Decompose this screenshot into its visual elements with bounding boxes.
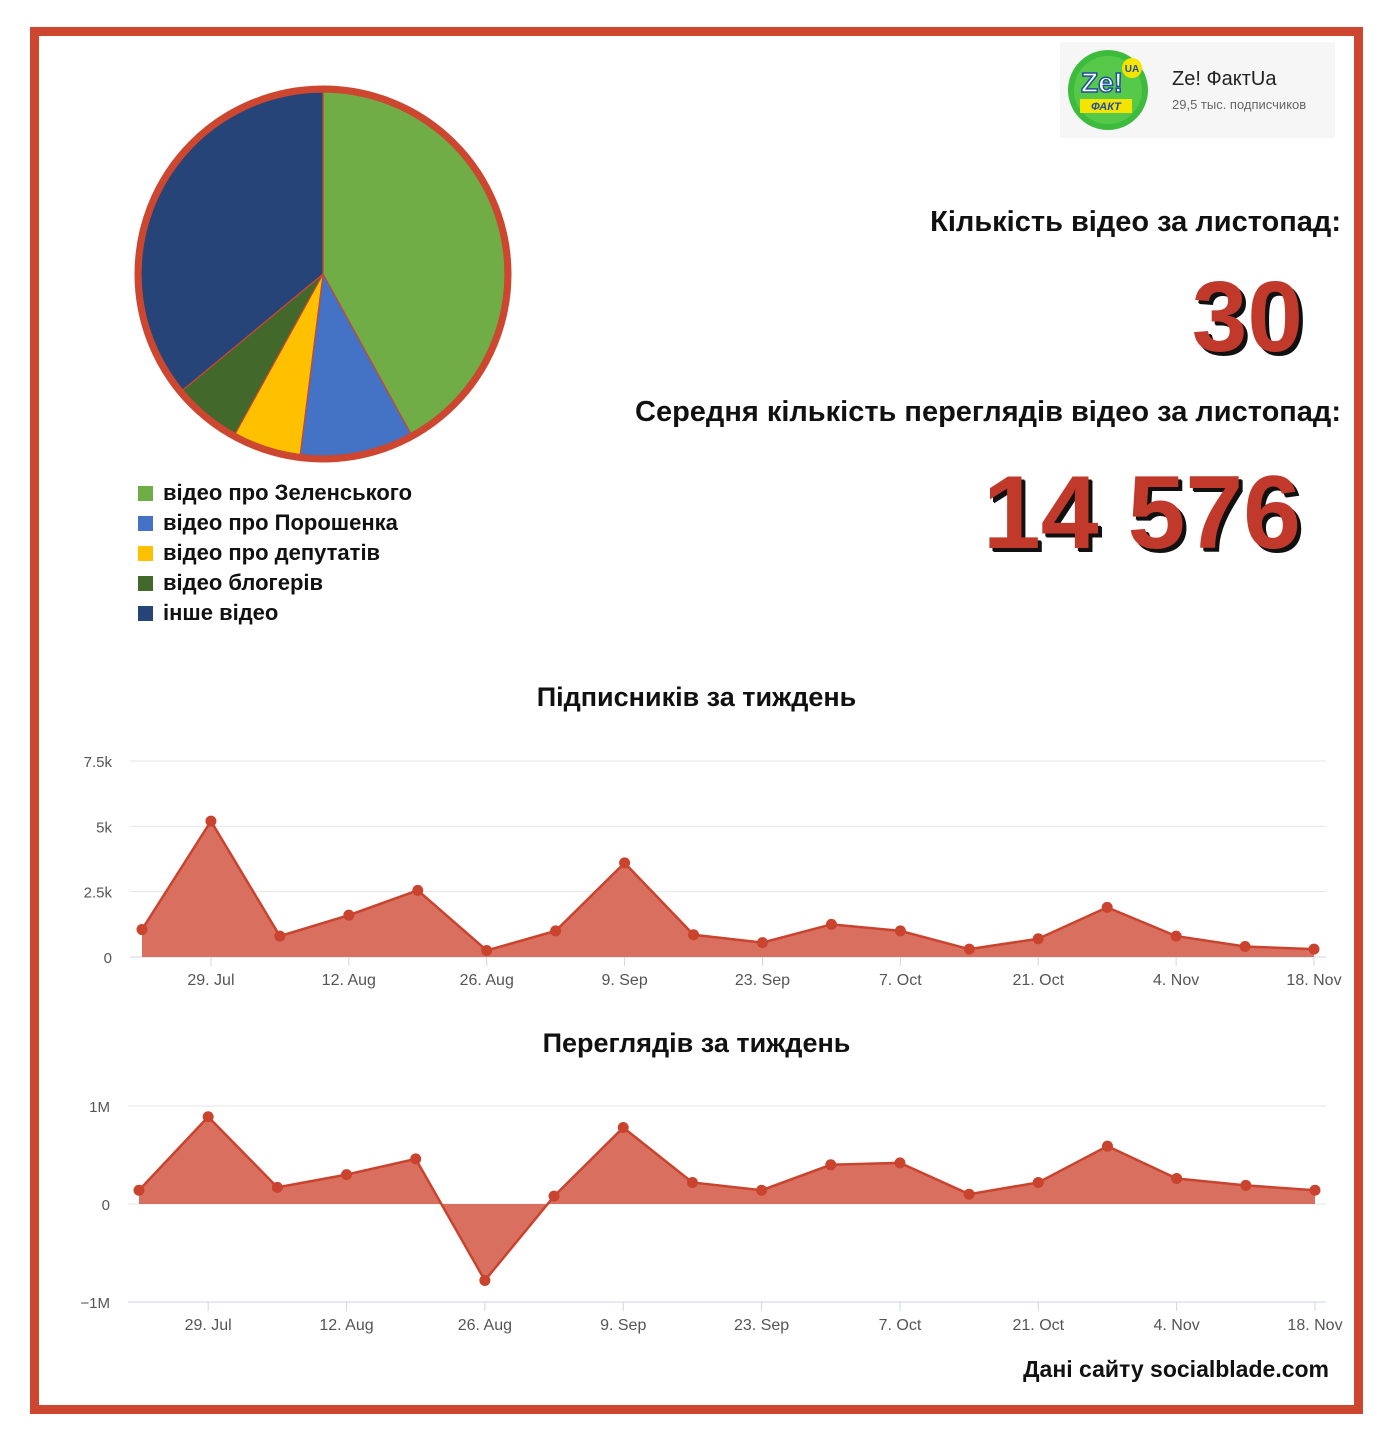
data-point[interactable] <box>963 1188 975 1200</box>
legend-item: відео про Зеленського <box>138 478 412 508</box>
legend-label: відео про депутатів <box>163 540 381 565</box>
legend-label: відео про Зеленського <box>163 480 413 505</box>
data-point[interactable] <box>410 1153 422 1165</box>
y-tick-label: 2.5k <box>84 885 113 902</box>
data-point[interactable] <box>205 815 217 827</box>
logo-sub: ФАКТ <box>1091 101 1122 113</box>
pie-legend: відео про Зеленського відео про Порошенк… <box>138 478 412 628</box>
data-point[interactable] <box>619 857 631 869</box>
series-line <box>140 818 1315 952</box>
data-point[interactable] <box>412 884 424 896</box>
y-tick-label: 7.5k <box>84 754 113 771</box>
logo-badge: UA <box>1125 64 1139 75</box>
x-tick-label: 26. Aug <box>458 1317 512 1334</box>
views-chart-title: Переглядів за тиждень <box>542 1028 851 1058</box>
legend-swatch <box>138 515 153 531</box>
data-point[interactable] <box>825 918 837 930</box>
data-point[interactable] <box>894 925 906 937</box>
legend-swatch <box>138 485 153 501</box>
subscribers-chart-title: Підписників за тиждень <box>536 682 857 712</box>
data-point[interactable] <box>343 909 355 921</box>
x-tick-label: 29. Jul <box>185 1317 232 1334</box>
x-tick-label: 18. Nov <box>1287 1317 1342 1334</box>
x-tick-label: 23. Sep <box>735 972 790 989</box>
data-point[interactable] <box>617 1122 629 1134</box>
x-tick-label: 29. Jul <box>187 972 234 989</box>
x-tick-label: 26. Aug <box>460 972 514 989</box>
x-tick-label: 21. Oct <box>1012 972 1064 989</box>
y-tick-label: 5k <box>96 819 112 836</box>
x-tick-label: 7. Oct <box>879 1317 922 1334</box>
x-tick-label: 4. Nov <box>1154 1317 1200 1334</box>
x-tick-label: 21. Oct <box>1013 1317 1065 1334</box>
data-point[interactable] <box>756 937 768 949</box>
channel-avatar-icon[interactable]: Ze! ФАКТ UA <box>1068 50 1148 130</box>
data-point[interactable] <box>1309 1184 1321 1196</box>
x-tick-label: 18. Nov <box>1286 972 1341 989</box>
pie-chart <box>134 85 512 463</box>
series-line <box>138 1114 1316 1283</box>
data-point[interactable] <box>550 925 562 937</box>
channel-subscribers: 29,5 тыс. подписчиков <box>1172 97 1307 112</box>
data-point[interactable] <box>1171 1173 1183 1185</box>
avg-views-label: Середня кількість переглядів відео за ли… <box>635 396 1341 428</box>
data-point[interactable] <box>274 930 286 942</box>
data-point[interactable] <box>1308 943 1320 955</box>
channel-card[interactable]: Ze! ФАКТ UA Ze! ФактUa 29,5 тыс. подписч… <box>1060 42 1335 138</box>
x-tick-label: 4. Nov <box>1153 972 1199 989</box>
data-point[interactable] <box>894 1157 906 1169</box>
data-point[interactable] <box>271 1181 283 1193</box>
data-point[interactable] <box>341 1169 353 1181</box>
data-point[interactable] <box>825 1159 837 1171</box>
data-point[interactable] <box>133 1184 145 1196</box>
data-point[interactable] <box>1032 1176 1044 1188</box>
legend-item: відео про Порошенка <box>138 508 412 538</box>
legend-item: відео про депутатів <box>138 538 412 568</box>
data-point[interactable] <box>688 929 700 941</box>
x-tick-label: 12. Aug <box>319 1317 373 1334</box>
legend-label: відео блогерів <box>163 570 324 595</box>
x-tick-label: 12. Aug <box>322 972 376 989</box>
data-point[interactable] <box>1170 930 1182 942</box>
subscribers-chart: 0 2.5k 5k 7.5k 29. Jul 12. Aug 26. Aug 9. Sep 23… <box>84 754 1342 989</box>
pie-border <box>134 85 512 463</box>
data-point[interactable] <box>548 1190 560 1202</box>
data-point[interactable] <box>479 1274 491 1286</box>
y-tick-label: 0 <box>104 950 112 967</box>
data-point[interactable] <box>1101 1140 1113 1152</box>
series-area <box>142 821 1314 957</box>
x-tick-label: 9. Sep <box>601 972 647 989</box>
channel-name[interactable]: Ze! ФактUa <box>1172 68 1277 90</box>
data-point[interactable] <box>1101 901 1113 913</box>
data-point[interactable] <box>202 1111 214 1123</box>
y-tick-label: 0 <box>102 1197 110 1214</box>
x-tick-label: 23. Sep <box>734 1317 789 1334</box>
legend-swatch <box>138 605 153 621</box>
legend-label: відео про Порошенка <box>163 510 398 535</box>
series-area <box>139 1116 1315 1281</box>
videos-count-value: 30 <box>1191 261 1303 373</box>
videos-count-label: Кількість відео за листопад: <box>930 206 1341 238</box>
y-tick-label: −1M <box>80 1295 110 1312</box>
legend-item: відео блогерів <box>138 568 412 598</box>
y-tick-label: 1M <box>89 1099 110 1116</box>
data-point[interactable] <box>1032 933 1044 945</box>
data-point[interactable] <box>963 943 975 955</box>
data-point[interactable] <box>1240 1179 1252 1191</box>
data-point[interactable] <box>686 1176 698 1188</box>
avg-views-value: 14 576 <box>982 455 1301 571</box>
legend-label: інше відео <box>163 600 279 625</box>
logo-text: Ze! <box>1081 67 1123 98</box>
data-point[interactable] <box>756 1184 768 1196</box>
legend-item: інше відео <box>138 598 412 628</box>
source-note: Дані сайту socialblade.com <box>1023 1356 1329 1382</box>
x-tick-label: 9. Sep <box>600 1317 646 1334</box>
data-point[interactable] <box>1239 941 1251 953</box>
x-tick-label: 7. Oct <box>879 972 922 989</box>
legend-swatch <box>138 575 153 591</box>
legend-swatch <box>138 545 153 561</box>
data-point[interactable] <box>481 944 493 956</box>
data-point[interactable] <box>136 924 148 936</box>
views-chart: −1M 0 1M 29. Jul 12. Aug 26. Aug 9. Sep 23. Sep… <box>80 1099 1342 1334</box>
